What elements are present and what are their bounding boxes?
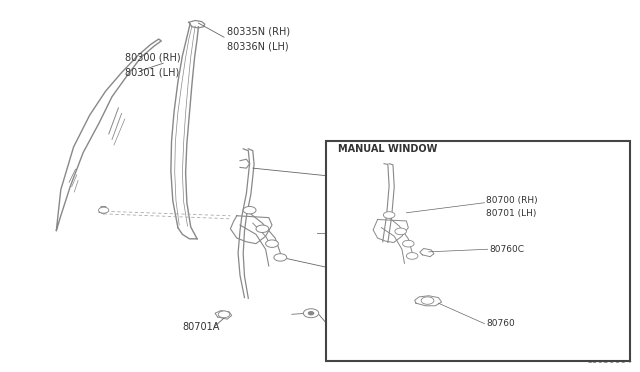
Text: 80335N (RH): 80335N (RH)	[227, 27, 291, 36]
Bar	[326, 141, 630, 361]
Circle shape	[303, 309, 319, 318]
Circle shape	[308, 312, 314, 315]
Circle shape	[218, 311, 230, 318]
Circle shape	[335, 231, 340, 234]
Text: 80731 (LH): 80731 (LH)	[362, 282, 416, 292]
Text: MANUAL WINDOW: MANUAL WINDOW	[338, 144, 437, 154]
Text: 80701 (LH): 80701 (LH)	[349, 184, 403, 194]
Text: 80701 (LH): 80701 (LH)	[486, 209, 537, 218]
Text: 80760: 80760	[486, 319, 515, 328]
Text: 80336N (LH): 80336N (LH)	[227, 42, 289, 51]
Circle shape	[406, 253, 418, 259]
Circle shape	[274, 254, 287, 261]
Text: 80300A: 80300A	[371, 230, 408, 239]
Circle shape	[395, 228, 406, 235]
Text: 80300 (RH): 80300 (RH)	[125, 53, 180, 62]
Text: 80301 (LH): 80301 (LH)	[125, 68, 179, 77]
Circle shape	[243, 206, 256, 214]
Text: 80730 (RH): 80730 (RH)	[362, 269, 417, 278]
Circle shape	[383, 212, 395, 218]
Text: 80701A: 80701A	[182, 322, 220, 331]
Circle shape	[403, 240, 414, 247]
Text: 80700 (RH): 80700 (RH)	[349, 170, 404, 180]
Text: s8030004: s8030004	[588, 356, 632, 365]
Circle shape	[256, 225, 269, 232]
Text: 80700 (RH): 80700 (RH)	[486, 196, 538, 205]
Circle shape	[421, 297, 434, 304]
Text: 80760C: 80760C	[490, 245, 525, 254]
Circle shape	[266, 240, 278, 247]
Text: 80700A: 80700A	[339, 332, 376, 341]
Circle shape	[330, 228, 346, 237]
Circle shape	[99, 207, 109, 213]
